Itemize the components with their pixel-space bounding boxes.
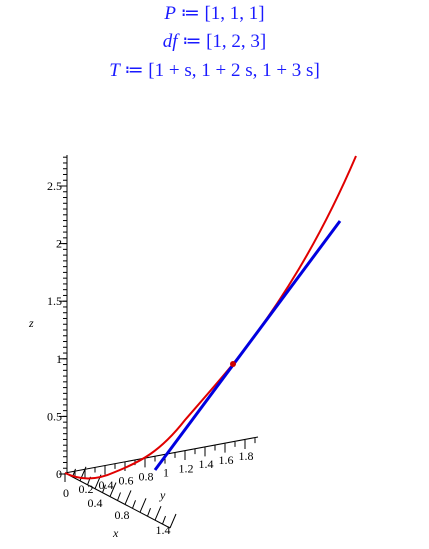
x-tick [117, 492, 121, 501]
y-tick-label: 0.2 [79, 482, 94, 496]
y-axis [64, 436, 259, 474]
z-axis-label: z [28, 316, 34, 330]
x-tick [132, 500, 136, 509]
y-tick-label: 1.6 [219, 453, 234, 467]
tangent-line [153, 220, 342, 471]
x-tick [169, 513, 177, 529]
z-tick-label: 0 [56, 467, 62, 481]
math-line: df ≔ [1, 2, 3] [162, 31, 267, 52]
x-axis-label: x [112, 526, 119, 540]
x-tick [139, 498, 147, 513]
y-tick-label: 0.4 [99, 478, 114, 492]
z-tick-label: 2.5 [47, 179, 62, 193]
x-tick-label: 0.4 [88, 496, 103, 510]
x-tick [162, 515, 166, 525]
z-tick-label: 1 [56, 352, 62, 366]
y-axis-label: y [159, 488, 166, 502]
math-line: P ≔ [1, 1, 1] [164, 3, 265, 24]
axes [59, 155, 259, 529]
y-tick-label: 0.6 [119, 474, 134, 488]
x-tick-label: 1.4 [156, 523, 171, 537]
x-tick [124, 490, 132, 505]
x-tick [147, 508, 151, 517]
x-tick [154, 505, 162, 521]
z-tick-label: 2 [56, 237, 62, 251]
x-tick [102, 484, 106, 493]
z-tick-label: 1.5 [47, 294, 62, 308]
y-tick-label: 1.2 [179, 461, 194, 475]
y-tick-label: 1.4 [199, 457, 214, 471]
x-tick [109, 482, 117, 497]
x-tick-label: 0.8 [115, 508, 130, 522]
y-tick-label: 1.8 [239, 449, 254, 463]
y-tick-label: 1 [163, 465, 169, 479]
y-tick-label: 0 [63, 486, 69, 500]
math-line: T ≔ [1 + s, 1 + 2 s, 1 + 3 s] [109, 60, 320, 81]
point [230, 361, 236, 367]
y-tick-label: 0.8 [139, 470, 154, 484]
z-tick-label: 0.5 [47, 409, 62, 423]
curve [64, 155, 357, 480]
